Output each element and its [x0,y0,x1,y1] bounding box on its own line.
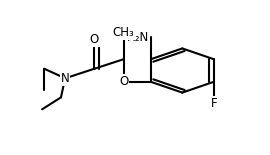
Text: CH₃: CH₃ [113,26,135,39]
Text: O: O [90,33,99,46]
Text: O: O [119,75,128,88]
Text: N: N [61,72,69,85]
Text: H₂N: H₂N [127,31,149,44]
Text: F: F [210,97,217,110]
